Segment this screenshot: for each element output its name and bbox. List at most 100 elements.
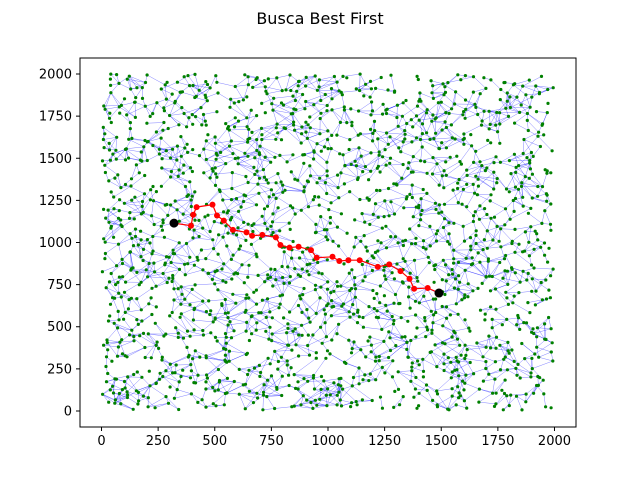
graph-node [363,275,367,279]
graph-node [247,296,251,300]
graph-node [172,396,176,400]
graph-node [108,111,112,115]
graph-node [539,245,543,249]
graph-node [494,402,498,406]
graph-node [407,161,411,165]
graph-node [236,119,241,123]
graph-node [529,263,534,267]
graph-node [339,384,343,388]
graph-node [336,284,340,288]
graph-node [201,268,205,272]
graph-node [436,101,440,105]
graph-edges [102,73,554,410]
graph-node [326,387,330,391]
graph-node [140,375,144,379]
graph-node [326,129,330,133]
graph-node [163,203,167,207]
graph-node [434,232,438,236]
graph-node [139,255,143,259]
graph-node [347,338,351,342]
graph-node [300,323,304,327]
graph-node [544,297,549,301]
graph-node [534,289,538,293]
graph-node [330,305,334,309]
graph-node [361,315,365,320]
graph-node [392,212,397,216]
graph-node [469,244,473,248]
graph-node [107,141,111,145]
graph-node [519,103,523,107]
graph-node [329,87,334,91]
graph-node [419,213,423,217]
graph-node [462,239,467,243]
graph-node [493,360,497,364]
graph-node [263,155,267,159]
graph-node [163,83,167,87]
graph-node [137,399,141,403]
graph-node [432,313,436,317]
graph-node [498,122,502,126]
path-node [193,204,200,211]
graph-node [224,341,228,345]
graph-node [416,359,420,363]
graph-node [445,316,449,320]
graph-node [409,338,413,343]
graph-node [107,179,111,183]
graph-node [319,374,324,379]
graph-node [120,224,124,229]
graph-node [227,349,231,353]
graph-node [502,391,507,396]
path-node [243,229,250,236]
graph-node [325,349,330,353]
graph-node [485,246,489,250]
graph-node [266,378,270,382]
graph-node [276,131,280,135]
graph-node [174,363,178,367]
graph-node [317,85,321,89]
graph-node [141,331,146,335]
graph-node [148,114,152,118]
graph-node [183,184,188,189]
graph-node [549,202,553,206]
graph-node [151,143,155,148]
graph-node [294,343,298,347]
graph-node [296,303,301,308]
graph-node [504,253,508,258]
graph-node [176,331,180,335]
graph-node [199,106,203,110]
graph-node [547,246,551,250]
graph-node [465,168,469,172]
graph-node [205,373,209,377]
graph-node [290,405,294,409]
graph-node [266,181,270,185]
graph-node [547,288,551,292]
graph-node [106,348,110,352]
graph-node [439,100,443,104]
graph-node [114,148,118,152]
graph-node [100,159,105,163]
graph-node [190,113,194,117]
graph-node [186,74,190,78]
graph-node [498,368,503,372]
graph-node [247,263,251,267]
graph-node [524,93,528,97]
x-tick-label: 1500 [425,434,458,449]
graph-node [229,336,234,340]
graph-node [430,328,434,332]
graph-node [191,83,195,88]
graph-node [306,343,310,348]
graph-node [390,314,394,319]
graph-node [392,405,396,409]
graph-node [312,157,316,161]
graph-node [462,388,466,392]
graph-node [472,372,476,376]
graph-node [223,332,228,336]
graph-node [182,75,186,79]
graph-node [325,287,330,291]
graph-node [480,281,484,285]
graph-node [143,80,148,85]
graph-node [233,156,237,161]
graph-node [319,387,323,391]
graph-node [363,220,367,224]
graph-node [462,132,466,136]
